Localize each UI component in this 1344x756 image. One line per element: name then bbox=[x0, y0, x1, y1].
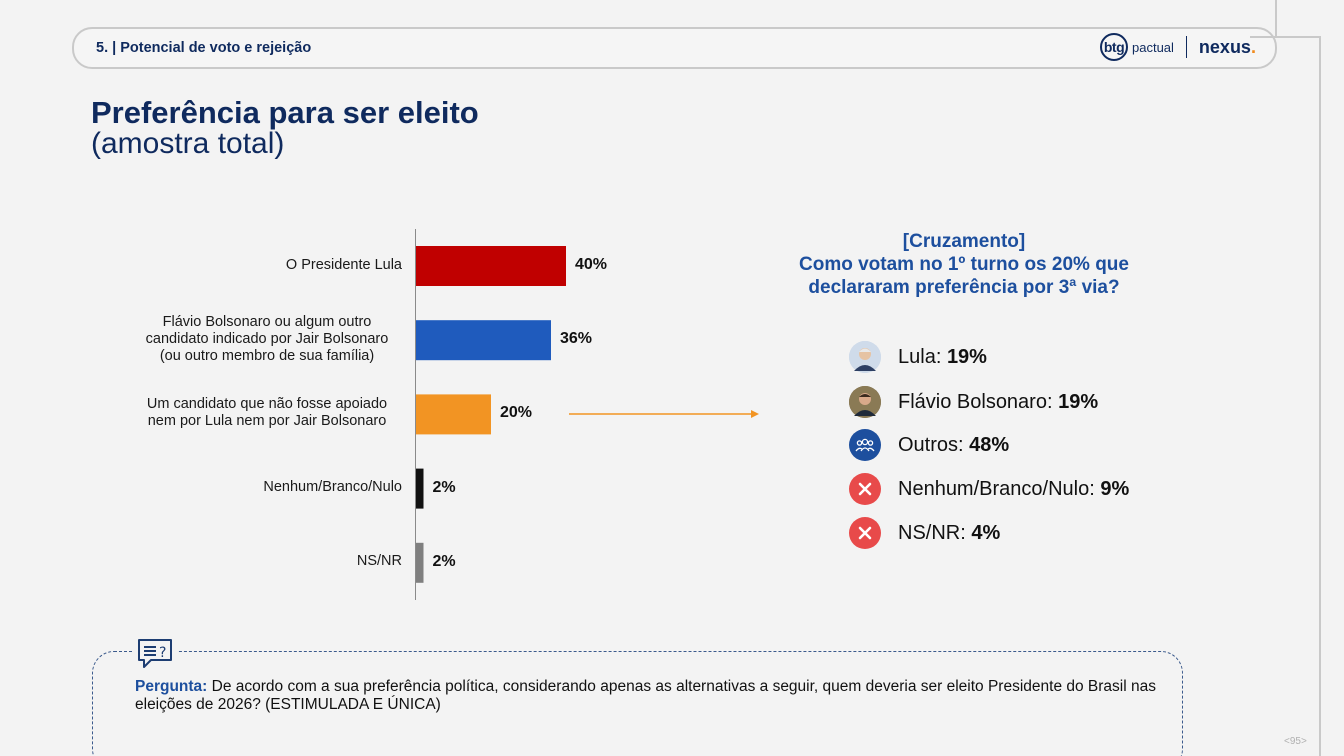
bar-value-label: 2% bbox=[432, 478, 456, 496]
arrow-head-icon bbox=[751, 410, 759, 418]
brand-logos: btg pactual nexus. bbox=[1100, 32, 1256, 62]
x-circle-icon bbox=[849, 517, 881, 549]
category-label: O Presidente Lula bbox=[285, 256, 402, 273]
x-circle-icon bbox=[849, 473, 881, 505]
category-label: Um candidato que não fosse apoiado nem po… bbox=[146, 396, 388, 430]
category-label: NS/NR bbox=[356, 553, 402, 570]
question-box bbox=[92, 651, 1183, 756]
cross-title: [Cruzamento] Como votam no 1º turno os 2… bbox=[799, 231, 1129, 298]
bar-value-label: 36% bbox=[560, 330, 593, 348]
bar-value-label: 2% bbox=[432, 552, 456, 570]
category-label: Nenhum/Branco/Nulo bbox=[263, 479, 402, 496]
bar-value-label: 40% bbox=[575, 256, 608, 273]
lula-photo-icon bbox=[849, 341, 881, 373]
bar-3 bbox=[416, 468, 424, 509]
question-text: Pergunta: De acordo com a sua preferênci… bbox=[135, 678, 1156, 713]
bar-2 bbox=[416, 394, 491, 435]
header-frame bbox=[72, 27, 1277, 69]
page-title: Preferência para ser eleito bbox=[91, 95, 479, 130]
category-label: Flávio Bolsonaro ou algum outro candidato… bbox=[145, 313, 389, 364]
svg-text:?: ? bbox=[159, 645, 166, 661]
bar-0 bbox=[416, 246, 566, 286]
header-decor-line bbox=[1319, 36, 1321, 756]
bar-1 bbox=[416, 320, 551, 361]
people-icon bbox=[849, 429, 881, 461]
cross-item-flavio: Flávio Bolsonaro: 19% bbox=[849, 386, 1098, 418]
btg-logo-mark: btg bbox=[1100, 33, 1128, 61]
cross-item-outros: Outros: 48% bbox=[849, 429, 1009, 461]
cross-item-lula: Lula: 19% bbox=[849, 341, 987, 373]
page-subtitle: (amostra total) bbox=[91, 127, 285, 160]
bar-value-label: 20% bbox=[500, 404, 533, 422]
page-number: <95> bbox=[1284, 736, 1307, 747]
cross-item-nenhum: Nenhum/Branco/Nulo: 9% bbox=[849, 473, 1129, 505]
logo-separator bbox=[1185, 36, 1187, 58]
bar-4 bbox=[416, 542, 424, 583]
question-chat-icon: ? bbox=[133, 636, 177, 670]
btg-logo-text: pactual bbox=[1132, 39, 1174, 55]
nexus-logo: nexus. bbox=[1198, 36, 1256, 57]
header-decor-line bbox=[1250, 36, 1320, 38]
section-label: 5. | Potencial de voto e rejeição bbox=[96, 40, 312, 56]
header-decor-line bbox=[1275, 0, 1277, 38]
flavio-photo-icon bbox=[849, 386, 881, 418]
cross-item-nsnr: NS/NR: 4% bbox=[849, 517, 1000, 549]
